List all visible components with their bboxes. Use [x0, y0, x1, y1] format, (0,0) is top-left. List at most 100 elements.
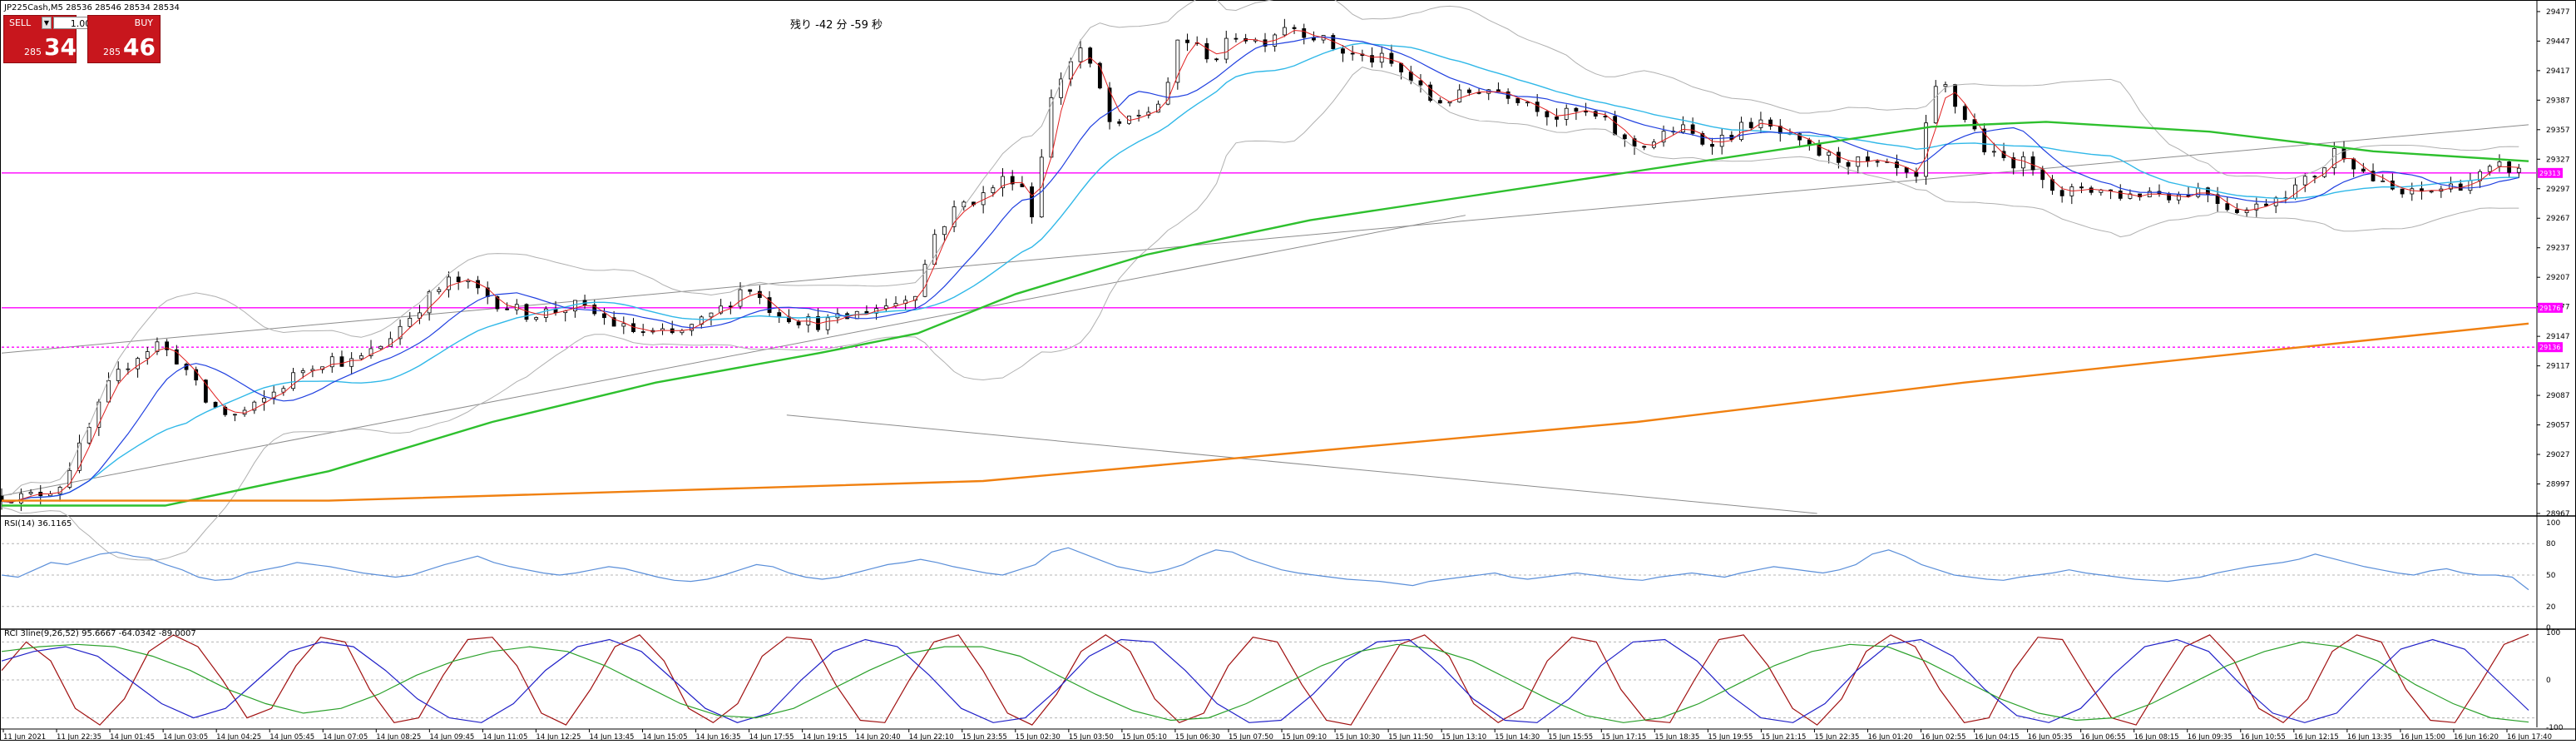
candle-body	[203, 379, 208, 403]
time-tick-label: 16 Jun 17:40	[2507, 733, 2552, 741]
level-price-tag	[2538, 342, 2563, 353]
time-tick-label: 14 Jun 19:15	[803, 733, 848, 741]
time-tick-label: 15 Jun 17:15	[1601, 733, 1646, 741]
rci-line-2	[1, 638, 2529, 723]
price-tick-label: 29297	[2546, 186, 2570, 194]
ma-green-long	[2, 121, 2529, 507]
time-tick-label: 15 Jun 23:55	[962, 733, 1007, 741]
buy-button[interactable]: BUY 285 46	[87, 15, 161, 63]
candle-body	[126, 368, 131, 370]
candle-body	[1350, 52, 1355, 55]
candle-body	[2089, 187, 2094, 193]
candle-body	[1574, 107, 1579, 112]
price-panel[interactable]: 29477 29447 29417 29387 29357 29327 29297 29267…	[0, 0, 2570, 561]
lot-decrease-icon[interactable]: ▼	[42, 17, 52, 29]
candle-body	[165, 341, 170, 350]
candle-body	[592, 305, 597, 315]
rsi-tick-label: 80	[2546, 540, 2556, 548]
time-tick-label: 15 Jun 09:10	[1282, 733, 1327, 741]
candle-body	[2020, 156, 2025, 169]
candle-body	[1642, 146, 1647, 148]
candle-body	[427, 291, 432, 314]
candle-body	[1962, 106, 1967, 121]
candle-body	[2225, 203, 2230, 211]
time-tick-label: 16 Jun 15:00	[2400, 733, 2445, 741]
candle-body	[621, 323, 626, 327]
time-tick-label: 16 Jun 05:35	[2028, 733, 2073, 741]
candle-body	[418, 312, 422, 319]
time-tick-label: 11 Jun 22:35	[57, 733, 101, 741]
time-tick-label: 16 Jun 12:15	[2294, 733, 2339, 741]
candle-body	[1379, 52, 1384, 63]
level-price-label: 29136	[2539, 344, 2560, 351]
candle-body	[1428, 84, 1433, 102]
candle-body	[1622, 134, 1627, 140]
candle-body	[2400, 188, 2405, 195]
candle-body	[57, 487, 62, 494]
time-tick-label: 14 Jun 15:05	[643, 733, 688, 741]
price-tick-label: 29057	[2546, 422, 2570, 430]
candle-body	[1418, 80, 1423, 86]
time-tick-label: 16 Jun 02:55	[1921, 733, 1966, 741]
rsi-line	[1, 547, 2529, 591]
candle-body	[1991, 151, 1996, 153]
time-tick-label: 14 Jun 20:40	[856, 733, 901, 741]
candle-body	[1719, 135, 1724, 147]
symbol-header: JP225Cash,M5 28536 28546 28534 28534	[3, 3, 180, 12]
time-tick-label: 14 Jun 11:05	[482, 733, 527, 741]
candle-body	[2371, 171, 2376, 181]
candle-body	[1457, 89, 1462, 102]
candle-body	[1525, 102, 1530, 104]
candle-body	[952, 206, 957, 227]
candle-body	[18, 493, 23, 503]
candle-body	[1827, 151, 1832, 156]
time-tick-label: 16 Jun 13:35	[2347, 733, 2392, 741]
candle-body	[864, 310, 869, 314]
time-tick-label: 15 Jun 06:30	[1175, 733, 1220, 741]
time-tick-label: 14 Jun 07:05	[323, 733, 368, 741]
candle-body	[1700, 132, 1705, 145]
candle-body	[932, 234, 937, 265]
candle-body	[2138, 193, 2143, 198]
price-tick-label: 29117	[2546, 363, 2570, 371]
time-tick-label: 15 Jun 21:15	[1761, 733, 1806, 741]
time-tick-label: 16 Jun 04:15	[1975, 733, 2020, 741]
rci-tick-label: 0	[2546, 677, 2551, 685]
candle-body	[1953, 84, 1958, 107]
candle-body	[709, 312, 714, 318]
candle-body	[223, 406, 228, 415]
candle-body	[1768, 119, 1773, 126]
candle-body	[2497, 161, 2502, 167]
candle-body	[378, 345, 383, 350]
level-price-label: 29176	[2539, 305, 2560, 312]
price-tick-label: 29267	[2546, 215, 2570, 223]
candle-body	[719, 305, 724, 314]
time-tick-label: 15 Jun 15:55	[1548, 733, 1593, 741]
candle-body	[543, 308, 548, 318]
candle-body	[339, 356, 344, 367]
candle-body	[2264, 203, 2268, 206]
candle-body	[1564, 107, 1569, 120]
candle-body	[1661, 131, 1666, 143]
level-price-tag	[2538, 302, 2563, 313]
candle-body	[213, 401, 218, 408]
rci-panel[interactable]: 100 0 -100	[1, 629, 2564, 732]
time-tick-label: 15 Jun 07:50	[1229, 733, 1273, 741]
time-tick-label: 15 Jun 19:55	[1708, 733, 1753, 741]
candle-body	[271, 391, 276, 399]
sell-price-big: 34	[44, 33, 77, 61]
rci-title: RCI 3line(9,26,52) 95.6667 -64.0342 -89.…	[4, 629, 196, 638]
ma-orange-long	[2, 322, 2529, 502]
time-tick-label: 15 Jun 11:50	[1388, 733, 1433, 741]
candle-body	[1904, 167, 1909, 173]
time-axis: 11 Jun 2021 11 Jun 22:35 14 Jun 01:45 14 Ju…	[2, 729, 2552, 742]
candle-body	[796, 321, 801, 325]
candle-body	[2302, 176, 2307, 186]
candle-body	[777, 312, 782, 318]
time-tick-label: 14 Jun 16:35	[696, 733, 741, 741]
buy-label: BUY	[134, 17, 153, 28]
rsi-panel[interactable]: 100 80 50 20 0	[1, 519, 2560, 632]
candle-body	[2059, 190, 2064, 196]
candle-body	[1263, 39, 1268, 47]
